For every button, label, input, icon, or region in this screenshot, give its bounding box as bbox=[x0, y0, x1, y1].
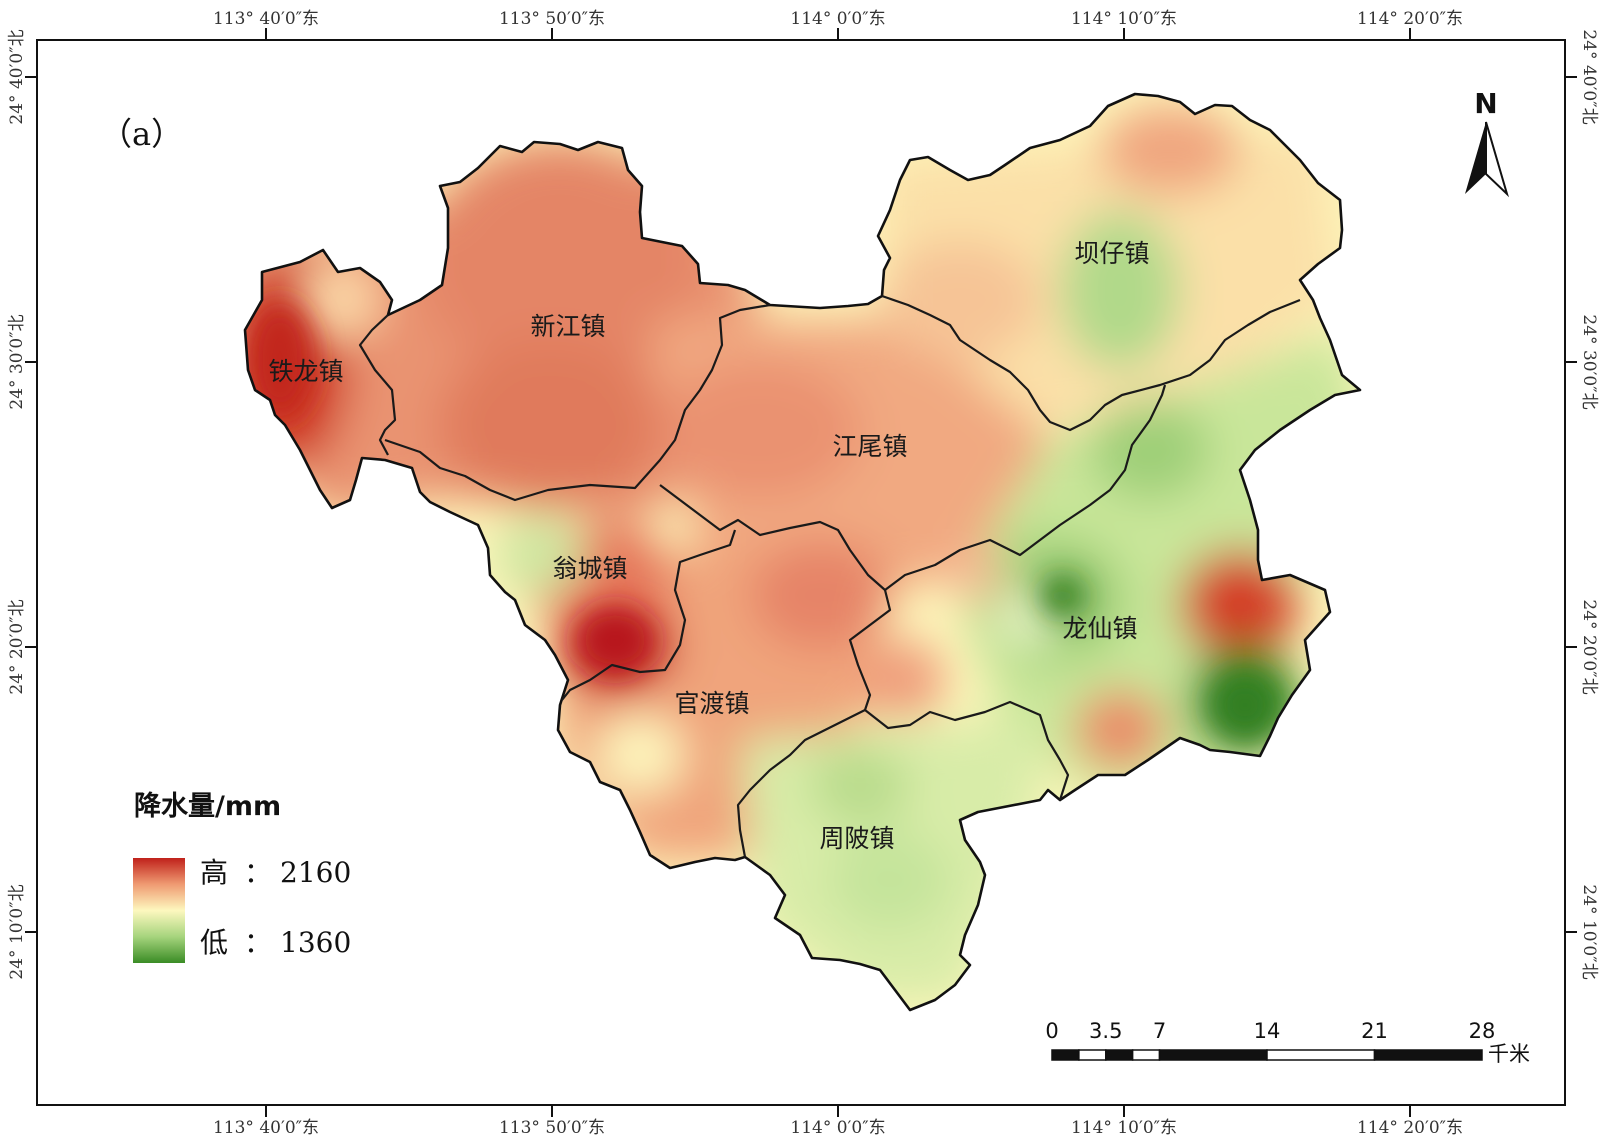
legend-high-value: 2160 bbox=[280, 856, 351, 889]
scale-bar-segment bbox=[1373, 1049, 1483, 1061]
town-label-xinjiang: 新江镇 bbox=[530, 312, 605, 341]
graticule-label-left: 24° 20′0″北 bbox=[7, 599, 27, 694]
scale-bar-segment bbox=[1078, 1049, 1107, 1061]
town-label-longxian: 龙仙镇 bbox=[1062, 614, 1137, 643]
town-boundaries bbox=[243, 92, 1362, 1012]
graticule-label-bottom: 114° 0′0″东 bbox=[790, 1118, 885, 1138]
graticule-label-top: 114° 20′0″东 bbox=[1357, 9, 1463, 29]
graticule-label-left: 24° 10′0″北 bbox=[7, 884, 27, 979]
legend-low-separator: ： bbox=[244, 926, 272, 959]
scale-bar-unit: 千米 bbox=[1488, 1042, 1530, 1066]
legend-title: 降水量/mm bbox=[134, 791, 281, 822]
scale-bar-segment bbox=[1266, 1049, 1376, 1061]
scale-bar-segment bbox=[1051, 1049, 1080, 1061]
graticule-label-bottom: 114° 20′0″东 bbox=[1357, 1118, 1463, 1138]
graticule-label-top: 114° 0′0″东 bbox=[790, 9, 885, 29]
legend-low-label: 低 bbox=[200, 926, 228, 959]
scale-bar-tick-label: 3.5 bbox=[1089, 1019, 1122, 1043]
graticule-label-top: 113° 40′0″东 bbox=[213, 9, 319, 29]
graticule-label-top: 113° 50′0″东 bbox=[499, 9, 605, 29]
legend-high-separator: ： bbox=[244, 856, 272, 889]
graticule-label-left: 24° 40′0″北 bbox=[7, 29, 27, 124]
graticule-label-left: 24° 30′0″北 bbox=[7, 314, 27, 409]
graticule-label-bottom: 113° 50′0″东 bbox=[499, 1118, 605, 1138]
graticule-label-bottom: 113° 40′0″东 bbox=[213, 1118, 319, 1138]
scale-bar-segment bbox=[1131, 1049, 1161, 1061]
north-arrow-icon bbox=[1465, 122, 1486, 194]
scale-bar-tick-label: 14 bbox=[1254, 1019, 1281, 1043]
scale-bar-tick-label: 0 bbox=[1045, 1019, 1058, 1043]
town-label-tielong: 铁龙镇 bbox=[268, 357, 343, 386]
town-label-zhoupi: 周陂镇 bbox=[819, 824, 894, 853]
graticule-label-right: 24° 10′0″北 bbox=[1579, 884, 1599, 979]
panel-label: （a） bbox=[100, 115, 183, 153]
graticule: 113° 40′0″东 113° 50′0″东 114° 0′0″东 114° 10′… bbox=[7, 9, 1599, 1138]
scale-bar-segment bbox=[1105, 1049, 1134, 1061]
town-label-wengcheng: 翁城镇 bbox=[552, 554, 627, 583]
legend: 降水量/mm 高 ： 2160 低 ： 1360 bbox=[133, 791, 351, 963]
graticule-label-right: 24° 30′0″北 bbox=[1579, 314, 1599, 409]
legend-low-value: 1360 bbox=[280, 926, 351, 959]
graticule-label-top: 114° 10′0″东 bbox=[1071, 9, 1177, 29]
town-labels: 铁龙镇 新江镇 坝仔镇 江尾镇 翁城镇 龙仙镇 官渡镇 周陂镇 bbox=[268, 239, 1149, 853]
scale-bar-tick-label: 28 bbox=[1469, 1019, 1496, 1043]
legend-color-ramp bbox=[133, 858, 185, 963]
town-label-guandu: 官渡镇 bbox=[674, 689, 749, 718]
town-label-jiangwei: 江尾镇 bbox=[832, 432, 907, 461]
graticule-label-bottom: 114° 10′0″东 bbox=[1071, 1118, 1177, 1138]
north-arrow-label: N bbox=[1474, 87, 1497, 120]
scale-bar-tick-label: 21 bbox=[1361, 1019, 1388, 1043]
north-arrow: N bbox=[1465, 87, 1509, 198]
scale-bar-segment bbox=[1158, 1049, 1268, 1061]
graticule-label-right: 24° 20′0″北 bbox=[1579, 599, 1599, 694]
town-label-bazai: 坝仔镇 bbox=[1074, 239, 1149, 268]
legend-high-label: 高 bbox=[200, 856, 228, 889]
scale-bar-tick-label: 7 bbox=[1153, 1019, 1166, 1043]
graticule-label-right: 24° 40′0″北 bbox=[1579, 29, 1599, 124]
